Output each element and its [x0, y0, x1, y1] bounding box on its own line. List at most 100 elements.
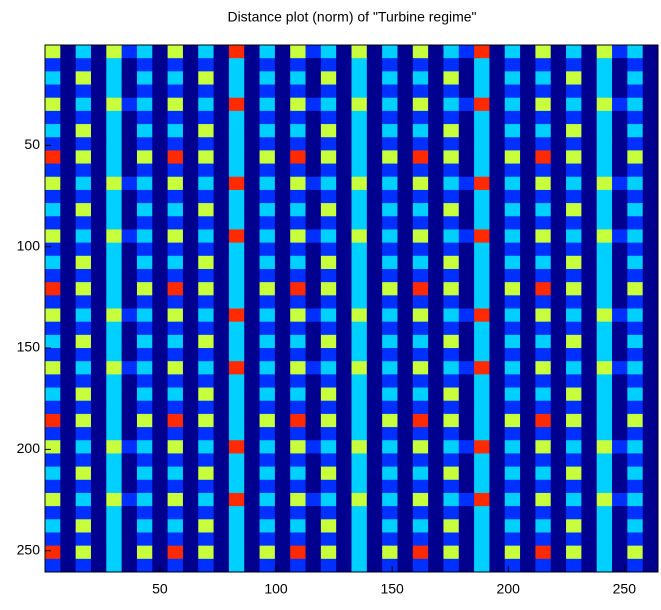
cell: [351, 229, 368, 244]
cell: [489, 295, 506, 309]
cell: [596, 58, 613, 72]
cell: [136, 334, 153, 349]
cell: [397, 255, 414, 270]
cell: [489, 308, 506, 323]
cell: [520, 348, 536, 362]
cell: [458, 110, 475, 125]
cell: [428, 545, 444, 560]
cell: [596, 242, 613, 257]
cell: [213, 532, 230, 547]
cell: [535, 506, 552, 520]
cell: [642, 268, 659, 283]
cell: [596, 282, 613, 296]
cell: [474, 545, 490, 560]
cell: [75, 189, 92, 204]
cell: [458, 176, 475, 191]
cell: [106, 334, 123, 349]
cell: [90, 334, 107, 349]
cell: [167, 348, 184, 362]
cell: [351, 308, 368, 323]
cell: [182, 203, 199, 217]
cell: [167, 545, 184, 560]
cell: [106, 97, 123, 112]
cell: [45, 479, 61, 494]
cell: [75, 334, 92, 349]
cell: [351, 387, 368, 402]
cell: [474, 413, 490, 428]
cell: [60, 413, 77, 428]
cell: [366, 110, 383, 125]
cell: [504, 110, 521, 125]
cell: [305, 466, 322, 481]
cell: [136, 137, 153, 151]
cell: [167, 84, 184, 99]
cell: [198, 124, 214, 138]
cell: [504, 255, 521, 270]
cell: [642, 110, 659, 125]
cell: [642, 479, 659, 494]
cell: [366, 124, 383, 138]
cell: [566, 242, 582, 257]
cell: [228, 163, 245, 178]
cell: [305, 348, 322, 362]
cell: [45, 545, 61, 560]
cell: [489, 519, 506, 533]
cell: [382, 137, 398, 151]
cell: [382, 466, 398, 481]
cell: [550, 295, 567, 309]
cell: [474, 163, 490, 178]
cell: [213, 334, 230, 349]
cell: [259, 84, 276, 99]
cell: [60, 361, 77, 375]
cell: [45, 308, 61, 323]
cell: [458, 558, 475, 573]
cell: [412, 255, 429, 270]
cell: [290, 124, 306, 138]
cell: [428, 282, 444, 296]
cell: [244, 163, 260, 178]
cell: [75, 176, 92, 191]
cell: [60, 400, 77, 415]
cell: [627, 189, 644, 204]
cell: [489, 150, 506, 164]
cell: [244, 282, 260, 296]
cell: [136, 374, 153, 388]
cell: [336, 558, 352, 573]
cell: [167, 427, 184, 441]
cell: [520, 308, 536, 323]
cell: [474, 453, 490, 467]
cell: [627, 295, 644, 309]
cell: [290, 189, 306, 204]
cell: [198, 374, 214, 388]
cell: [596, 427, 613, 441]
cell: [182, 440, 199, 454]
cell: [228, 295, 245, 309]
cell: [612, 519, 628, 533]
cell: [627, 282, 644, 296]
cell: [198, 519, 214, 533]
cell: [274, 229, 291, 244]
cell: [106, 176, 123, 191]
cell: [167, 387, 184, 402]
cell: [535, 453, 552, 467]
cell: [566, 334, 582, 349]
cell: [60, 242, 77, 257]
cell: [412, 440, 429, 454]
cell: [612, 229, 628, 244]
cell: [336, 440, 352, 454]
cell: [213, 242, 230, 257]
cell: [382, 453, 398, 467]
cell: [121, 150, 138, 164]
cell: [581, 282, 598, 296]
cell: [366, 492, 383, 507]
cell: [336, 242, 352, 257]
cell: [213, 176, 230, 191]
cell: [520, 45, 536, 59]
cell: [290, 110, 306, 125]
cell: [167, 71, 184, 85]
cell: [566, 413, 582, 428]
cell: [458, 440, 475, 454]
cell: [167, 361, 184, 375]
cell: [550, 282, 567, 296]
cell: [336, 71, 352, 85]
